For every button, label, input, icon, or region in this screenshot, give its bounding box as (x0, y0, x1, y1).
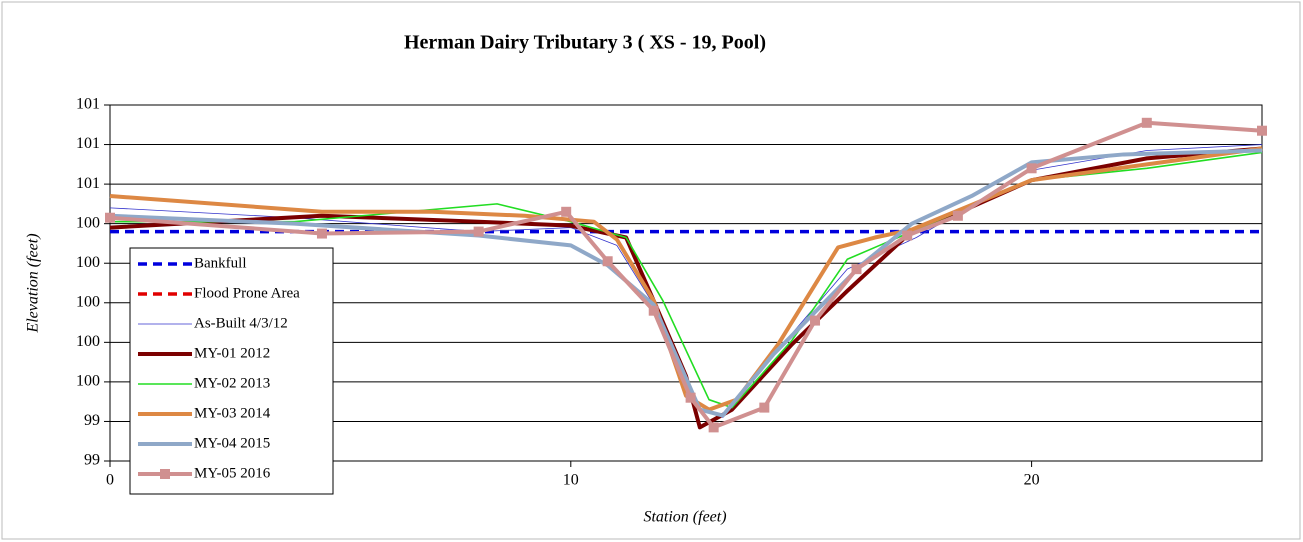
marker (1026, 163, 1037, 174)
legend-label: Bankfull (194, 255, 247, 271)
marker (473, 226, 484, 237)
marker (810, 315, 821, 326)
legend-marker (160, 469, 170, 479)
x-tick-label: 0 (106, 472, 114, 489)
marker (1141, 117, 1152, 128)
y-tick-label: 100 (76, 293, 100, 310)
marker (952, 210, 963, 221)
x-tick-label: 20 (1024, 472, 1040, 489)
y-tick-label: 101 (76, 135, 100, 152)
legend-label: MY-04 2015 (194, 435, 270, 451)
marker (648, 305, 659, 316)
marker (902, 230, 913, 241)
x-tick-label: 10 (563, 472, 579, 489)
y-tick-label: 100 (76, 333, 100, 350)
y-tick-label: 100 (76, 214, 100, 231)
plot-area (109, 104, 1263, 462)
marker (851, 264, 862, 275)
marker (685, 392, 696, 403)
y-tick-label: 99 (84, 412, 100, 429)
legend: Bankfull Flood Prone Area As-Built 4/3/12 M… (129, 247, 334, 495)
marker (316, 228, 327, 239)
marker (602, 256, 613, 267)
y-axis-title: Elevation (feet) (25, 233, 42, 333)
marker (759, 402, 770, 413)
y-tick-label: 101 (76, 175, 100, 192)
x-axis-title: Station (feet) (643, 509, 726, 526)
plot (105, 117, 1267, 433)
legend-box (129, 247, 334, 495)
series-line (109, 146, 1263, 412)
legend-label: As-Built 4/3/12 (194, 315, 288, 331)
marker (708, 422, 719, 433)
y-tick-label: 99 (84, 452, 100, 469)
y-tick-label: 100 (76, 254, 100, 271)
y-tick-label: 101 (76, 96, 100, 113)
legend-label: Flood Prone Area (194, 285, 300, 301)
series-line (109, 148, 1263, 418)
marker (561, 206, 572, 217)
series-line (109, 120, 1263, 430)
y-tick-label: 100 (76, 373, 100, 390)
legend-label: MY-02 2013 (194, 375, 270, 391)
marker (105, 212, 115, 223)
chart-title: Herman Dairy Tributary 3 ( XS - 19, Pool… (404, 32, 766, 54)
marker (1257, 125, 1267, 136)
legend-label: MY-03 2014 (194, 405, 271, 421)
legend-label: MY-05 2016 (194, 465, 271, 481)
legend-label: MY-01 2012 (194, 345, 270, 361)
